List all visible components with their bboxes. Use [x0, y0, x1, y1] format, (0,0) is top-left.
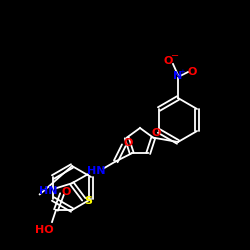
- Text: N: N: [174, 71, 182, 81]
- Text: HO: HO: [35, 225, 53, 235]
- Text: O: O: [61, 187, 71, 197]
- Text: +: +: [179, 69, 185, 75]
- Text: O: O: [123, 138, 132, 148]
- Text: O: O: [152, 128, 161, 138]
- Text: O: O: [187, 67, 197, 77]
- Text: O: O: [163, 56, 173, 66]
- Text: S: S: [84, 196, 92, 206]
- Text: HN: HN: [86, 166, 105, 176]
- Text: HN: HN: [38, 186, 57, 196]
- Text: −: −: [171, 51, 179, 61]
